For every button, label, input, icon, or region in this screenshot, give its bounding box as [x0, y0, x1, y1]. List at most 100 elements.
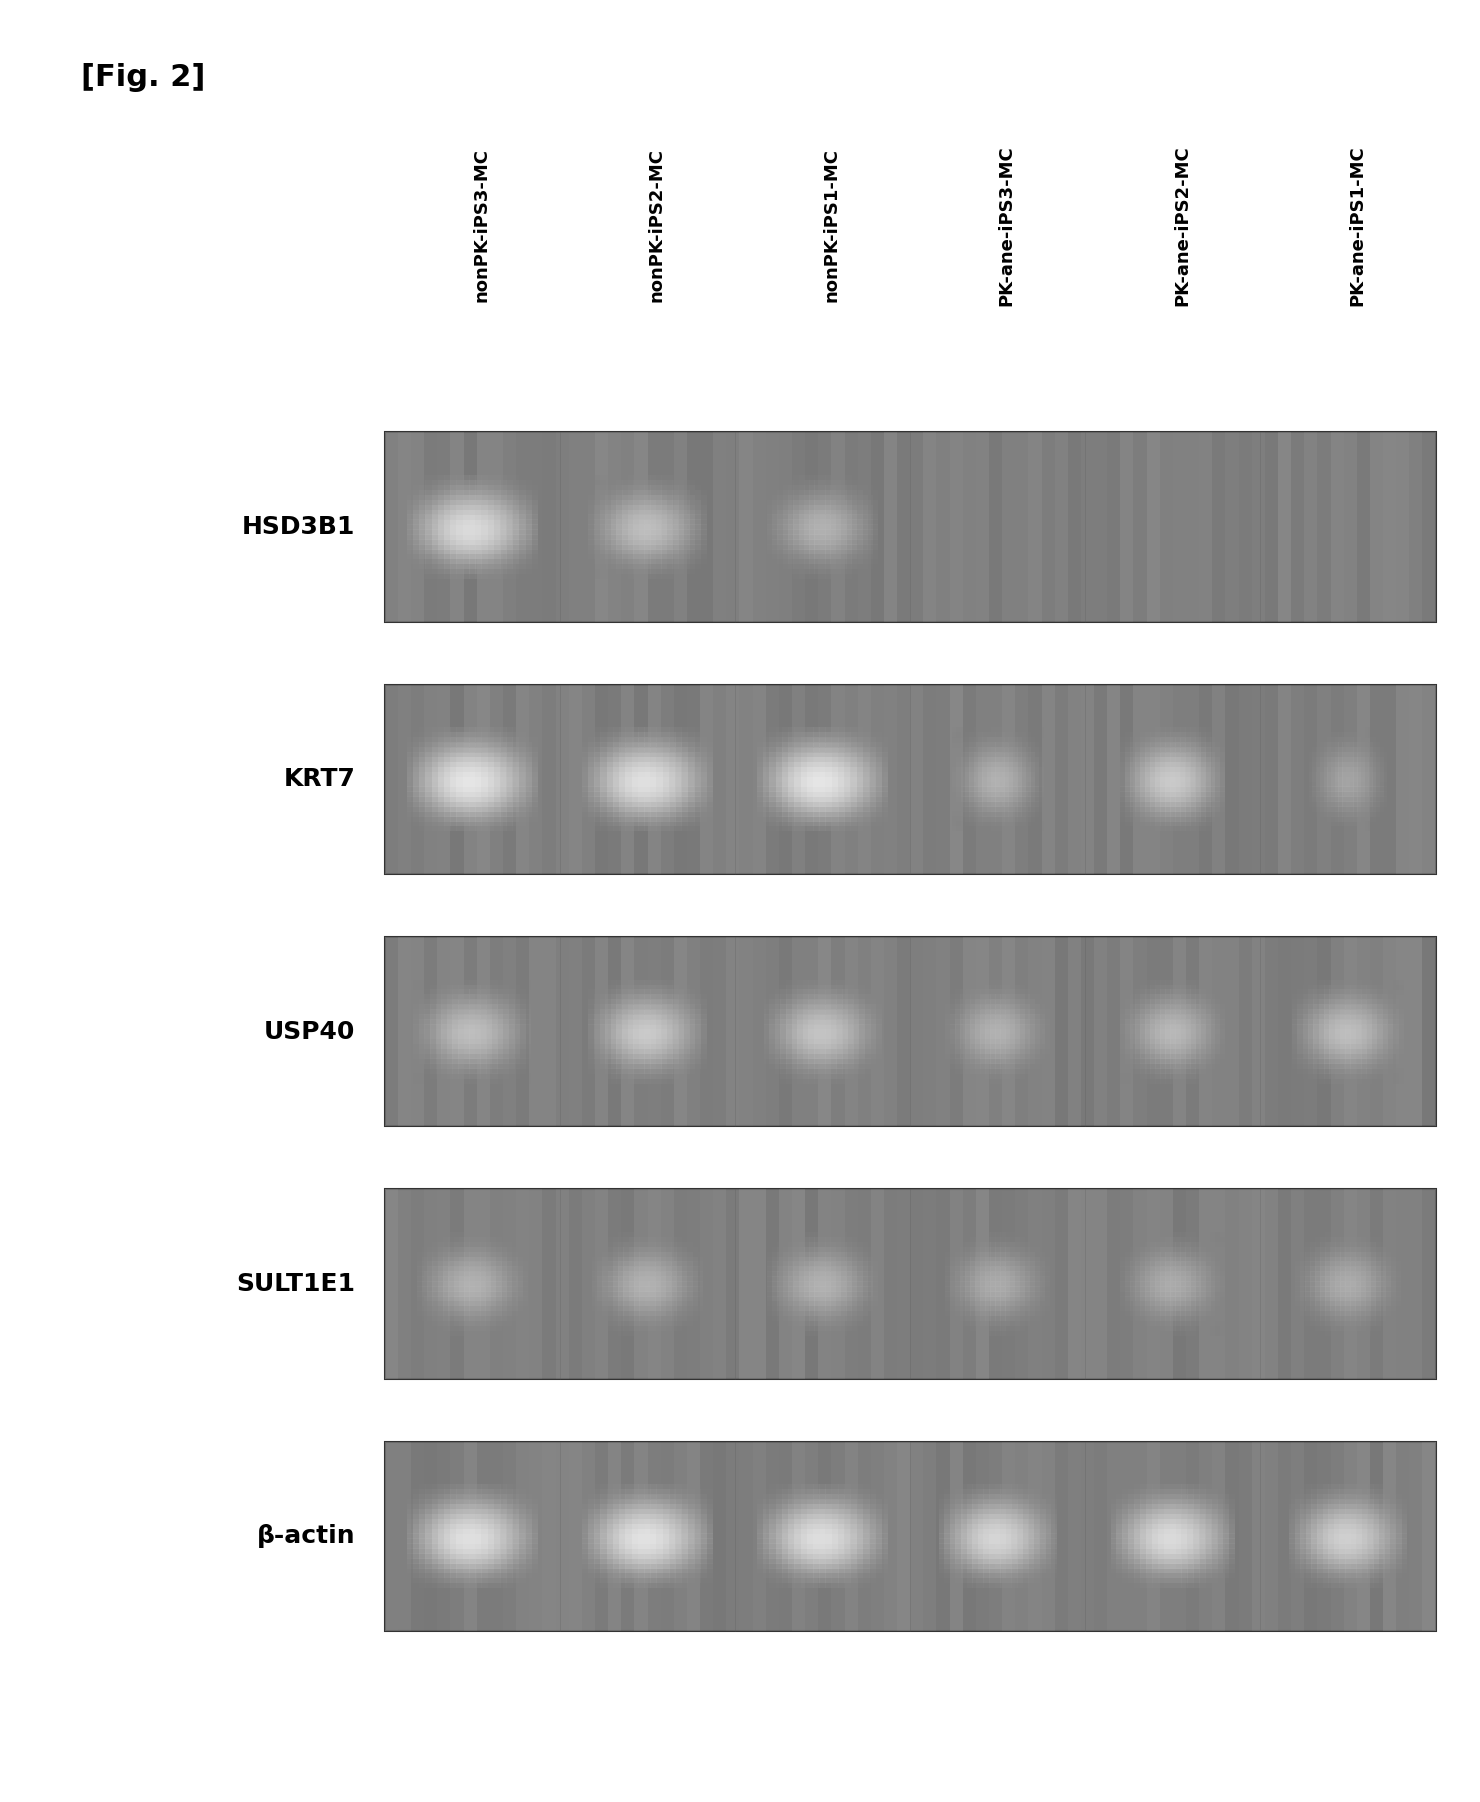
Bar — [847, 559, 857, 569]
Bar — [613, 1242, 625, 1252]
Bar — [700, 748, 713, 757]
Bar — [1024, 1038, 1036, 1049]
Bar — [1006, 1543, 1018, 1553]
Bar — [670, 1290, 682, 1301]
Bar — [824, 505, 836, 515]
Bar — [836, 1015, 848, 1025]
Bar — [463, 762, 477, 773]
Bar — [1365, 1321, 1376, 1332]
Bar — [644, 1063, 656, 1074]
Bar — [884, 937, 897, 1126]
Bar — [582, 432, 595, 622]
Bar — [592, 1290, 602, 1301]
Bar — [496, 1267, 508, 1278]
Bar — [595, 685, 608, 874]
Bar — [619, 1247, 629, 1258]
Bar — [1030, 791, 1039, 802]
Bar — [1345, 1009, 1356, 1020]
Bar — [681, 1505, 694, 1514]
Bar — [419, 1528, 432, 1539]
Bar — [777, 1281, 789, 1292]
Bar — [628, 1063, 639, 1074]
Bar — [1146, 771, 1156, 782]
Bar — [1351, 1559, 1363, 1568]
Bar — [1035, 1256, 1045, 1267]
Bar — [450, 1514, 463, 1524]
Bar — [1151, 1553, 1165, 1564]
Bar — [857, 1543, 870, 1553]
Bar — [858, 1054, 870, 1063]
Bar — [1171, 1069, 1181, 1079]
Bar — [485, 1296, 496, 1306]
Bar — [938, 1508, 950, 1519]
Bar — [432, 1287, 444, 1296]
Bar — [777, 490, 789, 501]
Bar — [650, 550, 662, 559]
Bar — [776, 1499, 789, 1510]
Bar — [1017, 732, 1026, 742]
Bar — [1171, 1074, 1181, 1083]
Bar — [681, 1519, 694, 1530]
Bar — [1175, 1562, 1188, 1573]
Bar — [669, 782, 682, 791]
Bar — [1035, 1321, 1045, 1332]
Bar — [475, 1034, 487, 1043]
Bar — [419, 485, 432, 496]
Bar — [475, 989, 487, 1000]
Bar — [1116, 1488, 1129, 1499]
Bar — [1185, 751, 1196, 762]
Bar — [826, 1029, 838, 1040]
Bar — [1205, 1326, 1215, 1335]
Bar — [799, 1261, 810, 1272]
Bar — [961, 1247, 971, 1258]
Bar — [804, 1315, 815, 1326]
Bar — [1000, 1038, 1011, 1049]
Bar — [506, 544, 519, 555]
Bar — [1156, 742, 1166, 753]
Bar — [663, 1559, 676, 1568]
Bar — [475, 1029, 487, 1040]
Bar — [995, 1058, 1005, 1069]
Bar — [1313, 1015, 1325, 1025]
Bar — [1017, 768, 1026, 777]
Bar — [978, 1528, 990, 1539]
Bar — [1181, 1494, 1194, 1505]
Bar — [1169, 1568, 1183, 1579]
Bar — [1175, 791, 1185, 802]
Bar — [525, 553, 539, 564]
Bar — [1313, 1029, 1325, 1040]
Bar — [1140, 762, 1151, 773]
Bar — [494, 1543, 508, 1553]
Bar — [1331, 732, 1339, 742]
Bar — [1375, 1242, 1385, 1252]
Bar — [1156, 1276, 1166, 1287]
Bar — [961, 1508, 972, 1519]
Bar — [459, 1267, 471, 1278]
Bar — [770, 728, 783, 737]
Bar — [644, 490, 656, 501]
Bar — [1002, 937, 1015, 1126]
Bar — [832, 768, 845, 777]
Bar — [481, 476, 494, 485]
Bar — [980, 1261, 990, 1272]
Bar — [425, 1568, 438, 1579]
Bar — [808, 1074, 820, 1083]
Bar — [678, 1043, 690, 1054]
Bar — [1039, 1494, 1051, 1505]
Bar — [463, 980, 475, 989]
Bar — [961, 1524, 972, 1534]
Bar — [1150, 1038, 1160, 1049]
Bar — [820, 550, 830, 559]
Bar — [1292, 1004, 1304, 1015]
Bar — [1110, 1573, 1123, 1584]
Bar — [592, 1281, 602, 1292]
Bar — [1333, 1505, 1345, 1514]
Bar — [980, 1326, 990, 1335]
Bar — [938, 1562, 950, 1573]
Bar — [792, 1043, 804, 1054]
Bar — [1205, 1247, 1215, 1258]
Bar — [1304, 685, 1317, 874]
Bar — [555, 685, 568, 874]
Bar — [519, 1024, 531, 1034]
Bar — [1302, 980, 1314, 989]
